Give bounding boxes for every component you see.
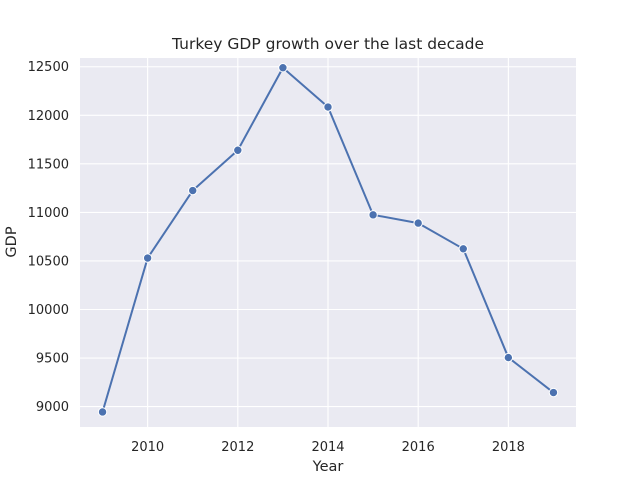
y-tick-label: 11000: [28, 206, 69, 221]
data-point: [142, 253, 153, 263]
x-tick-label: 2010: [131, 440, 164, 455]
data-point: [458, 244, 468, 254]
y-tick-label: 9000: [36, 400, 69, 415]
grid: [80, 58, 576, 427]
y-tick-label: 11500: [28, 157, 69, 172]
y-tick-label: 12500: [28, 60, 69, 75]
data-point: [413, 218, 423, 228]
data-point: [97, 407, 108, 417]
x-tick-label: 2014: [311, 440, 344, 455]
data-point: [368, 210, 378, 220]
data-point: [233, 145, 243, 155]
y-tick-label: 12000: [28, 109, 69, 124]
x-tick-label: 2012: [221, 440, 254, 455]
series-layer: [97, 63, 559, 417]
x-axis-ticks: 2010 2012 2014 2016 2018: [131, 440, 525, 455]
data-point: [548, 387, 559, 398]
data-point: [188, 185, 198, 196]
x-axis-label: Year: [312, 459, 344, 475]
y-tick-label: 10500: [28, 254, 69, 269]
data-point: [503, 352, 514, 363]
data-point: [323, 102, 333, 112]
x-tick-label: 2018: [492, 440, 525, 455]
y-tick-label: 10000: [28, 303, 69, 318]
y-axis-ticks: 9000 9500 10000 10500 11000 11500 12000 12500: [28, 60, 69, 415]
data-point: [278, 63, 288, 73]
y-axis-label: GDP: [4, 226, 20, 257]
chart-title: Turkey GDP growth over the last decade: [171, 35, 484, 53]
x-tick-label: 2016: [402, 440, 435, 455]
y-tick-label: 9500: [36, 352, 69, 367]
